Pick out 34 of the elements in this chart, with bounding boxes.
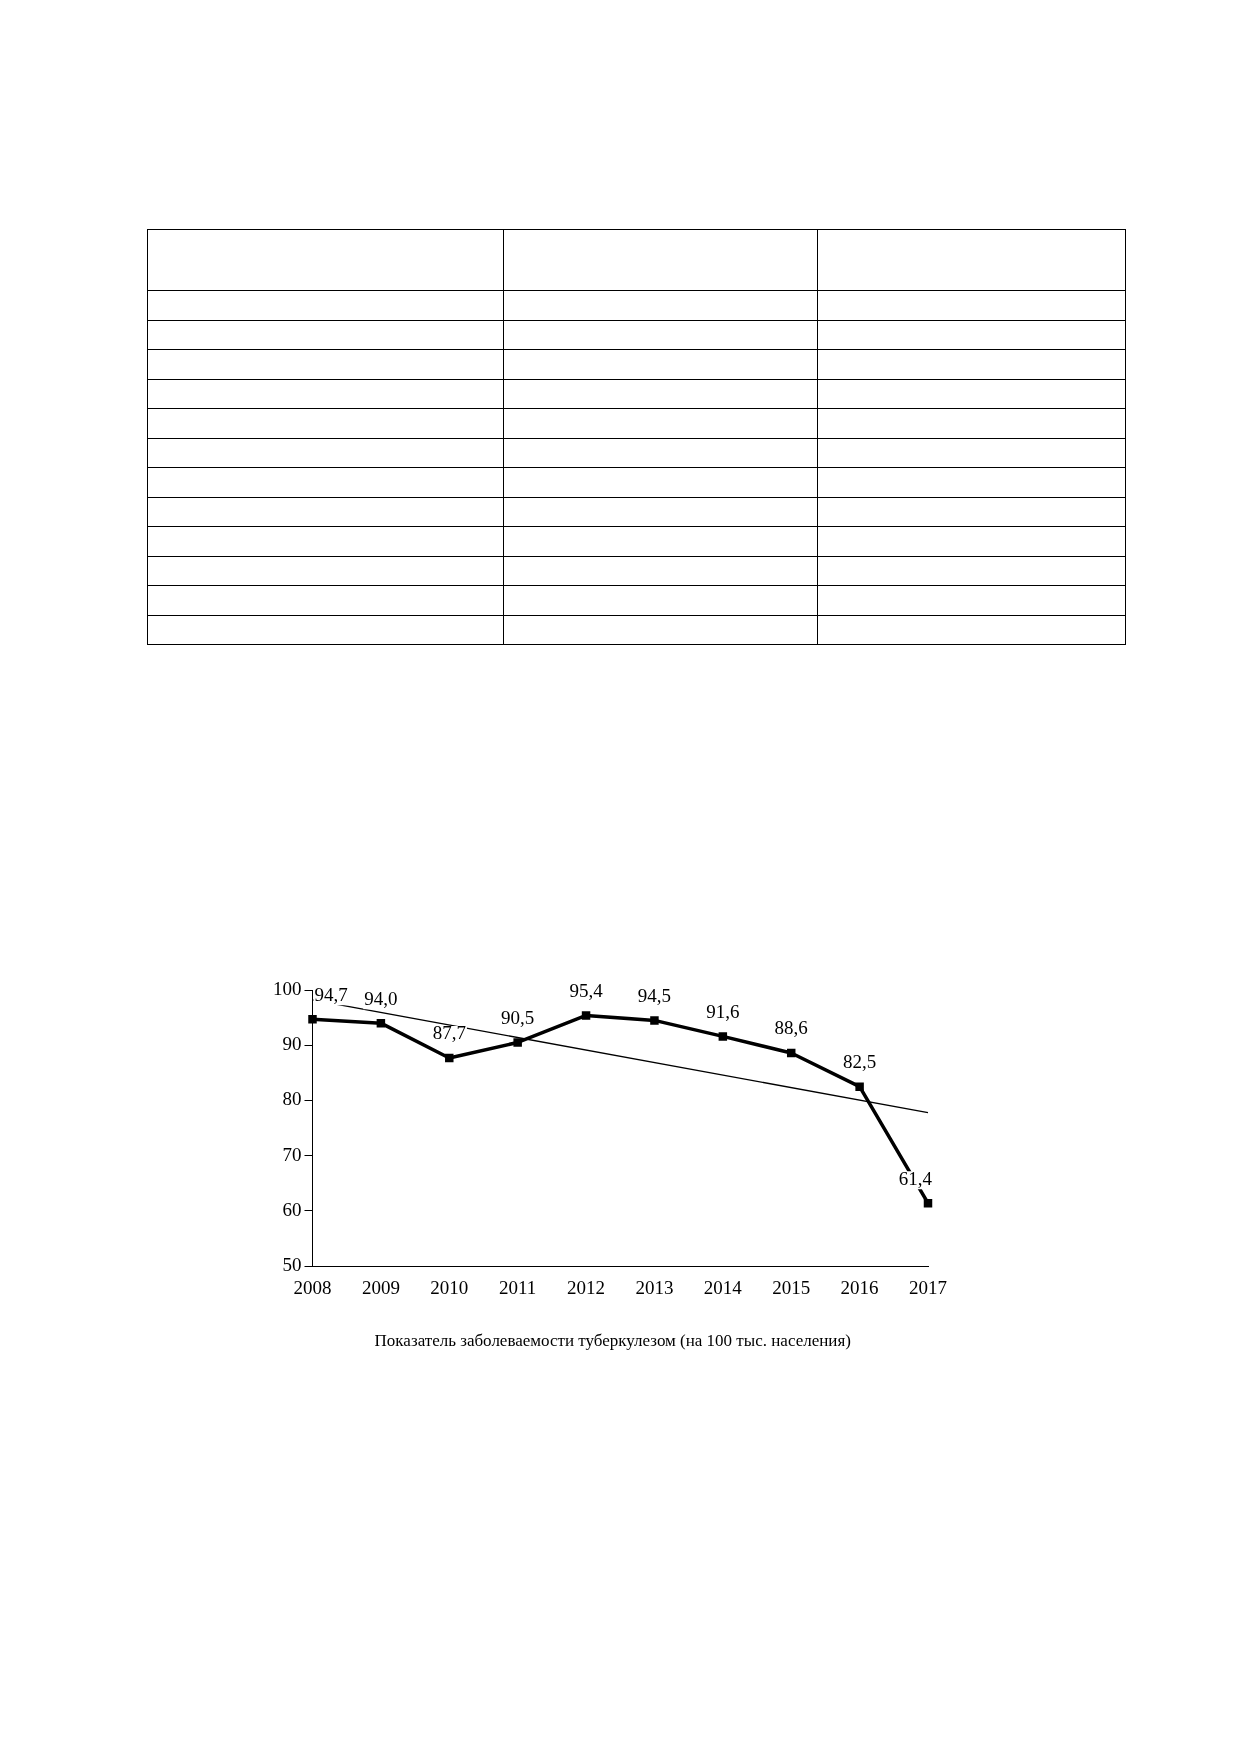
- data-label: 82,5: [842, 1051, 877, 1073]
- x-tick-label: 2008: [293, 1276, 332, 1298]
- data-label: 91,6: [706, 1000, 740, 1022]
- y-tick-label: 50: [282, 1254, 302, 1276]
- x-tick-label: 2013: [635, 1276, 674, 1298]
- data-label: 88,6: [774, 1017, 808, 1039]
- y-tick-label: 70: [282, 1143, 302, 1165]
- x-tick-label: 2012: [567, 1276, 606, 1298]
- x-tick-label: 2016: [840, 1276, 879, 1298]
- y-tick-label: 90: [282, 1033, 302, 1055]
- data-label: 61,4: [898, 1167, 933, 1189]
- x-tick-label: 2011: [499, 1276, 537, 1298]
- data-label: 94,7: [314, 983, 348, 1005]
- data-label: 94,5: [637, 984, 672, 1006]
- point: [513, 1038, 522, 1047]
- y-tick-label: 60: [282, 1198, 302, 1220]
- x-tick-label: 2017: [909, 1276, 947, 1298]
- data-label: 94,0: [364, 987, 398, 1009]
- y-tick-label: 100: [273, 977, 302, 999]
- x-tick-label: 2015: [772, 1276, 811, 1298]
- x-tick-label: 2010: [430, 1276, 469, 1298]
- y-tick-label: 80: [282, 1088, 302, 1110]
- data-label: 90,5: [501, 1006, 535, 1028]
- data-label: 95,4: [569, 979, 604, 1001]
- text: Показатель заболеваемости туберкулезом (на 100 тыс. населения): [374, 1330, 851, 1350]
- point: [718, 1032, 728, 1041]
- point: [445, 1053, 454, 1063]
- x-tick-label: 2014: [703, 1276, 743, 1298]
- x-tick-label: 2009: [361, 1276, 400, 1298]
- point: [855, 1082, 864, 1091]
- point: [308, 1015, 317, 1024]
- point: [650, 1016, 659, 1025]
- point: [581, 1011, 591, 1020]
- data-label: 87,7: [432, 1022, 466, 1044]
